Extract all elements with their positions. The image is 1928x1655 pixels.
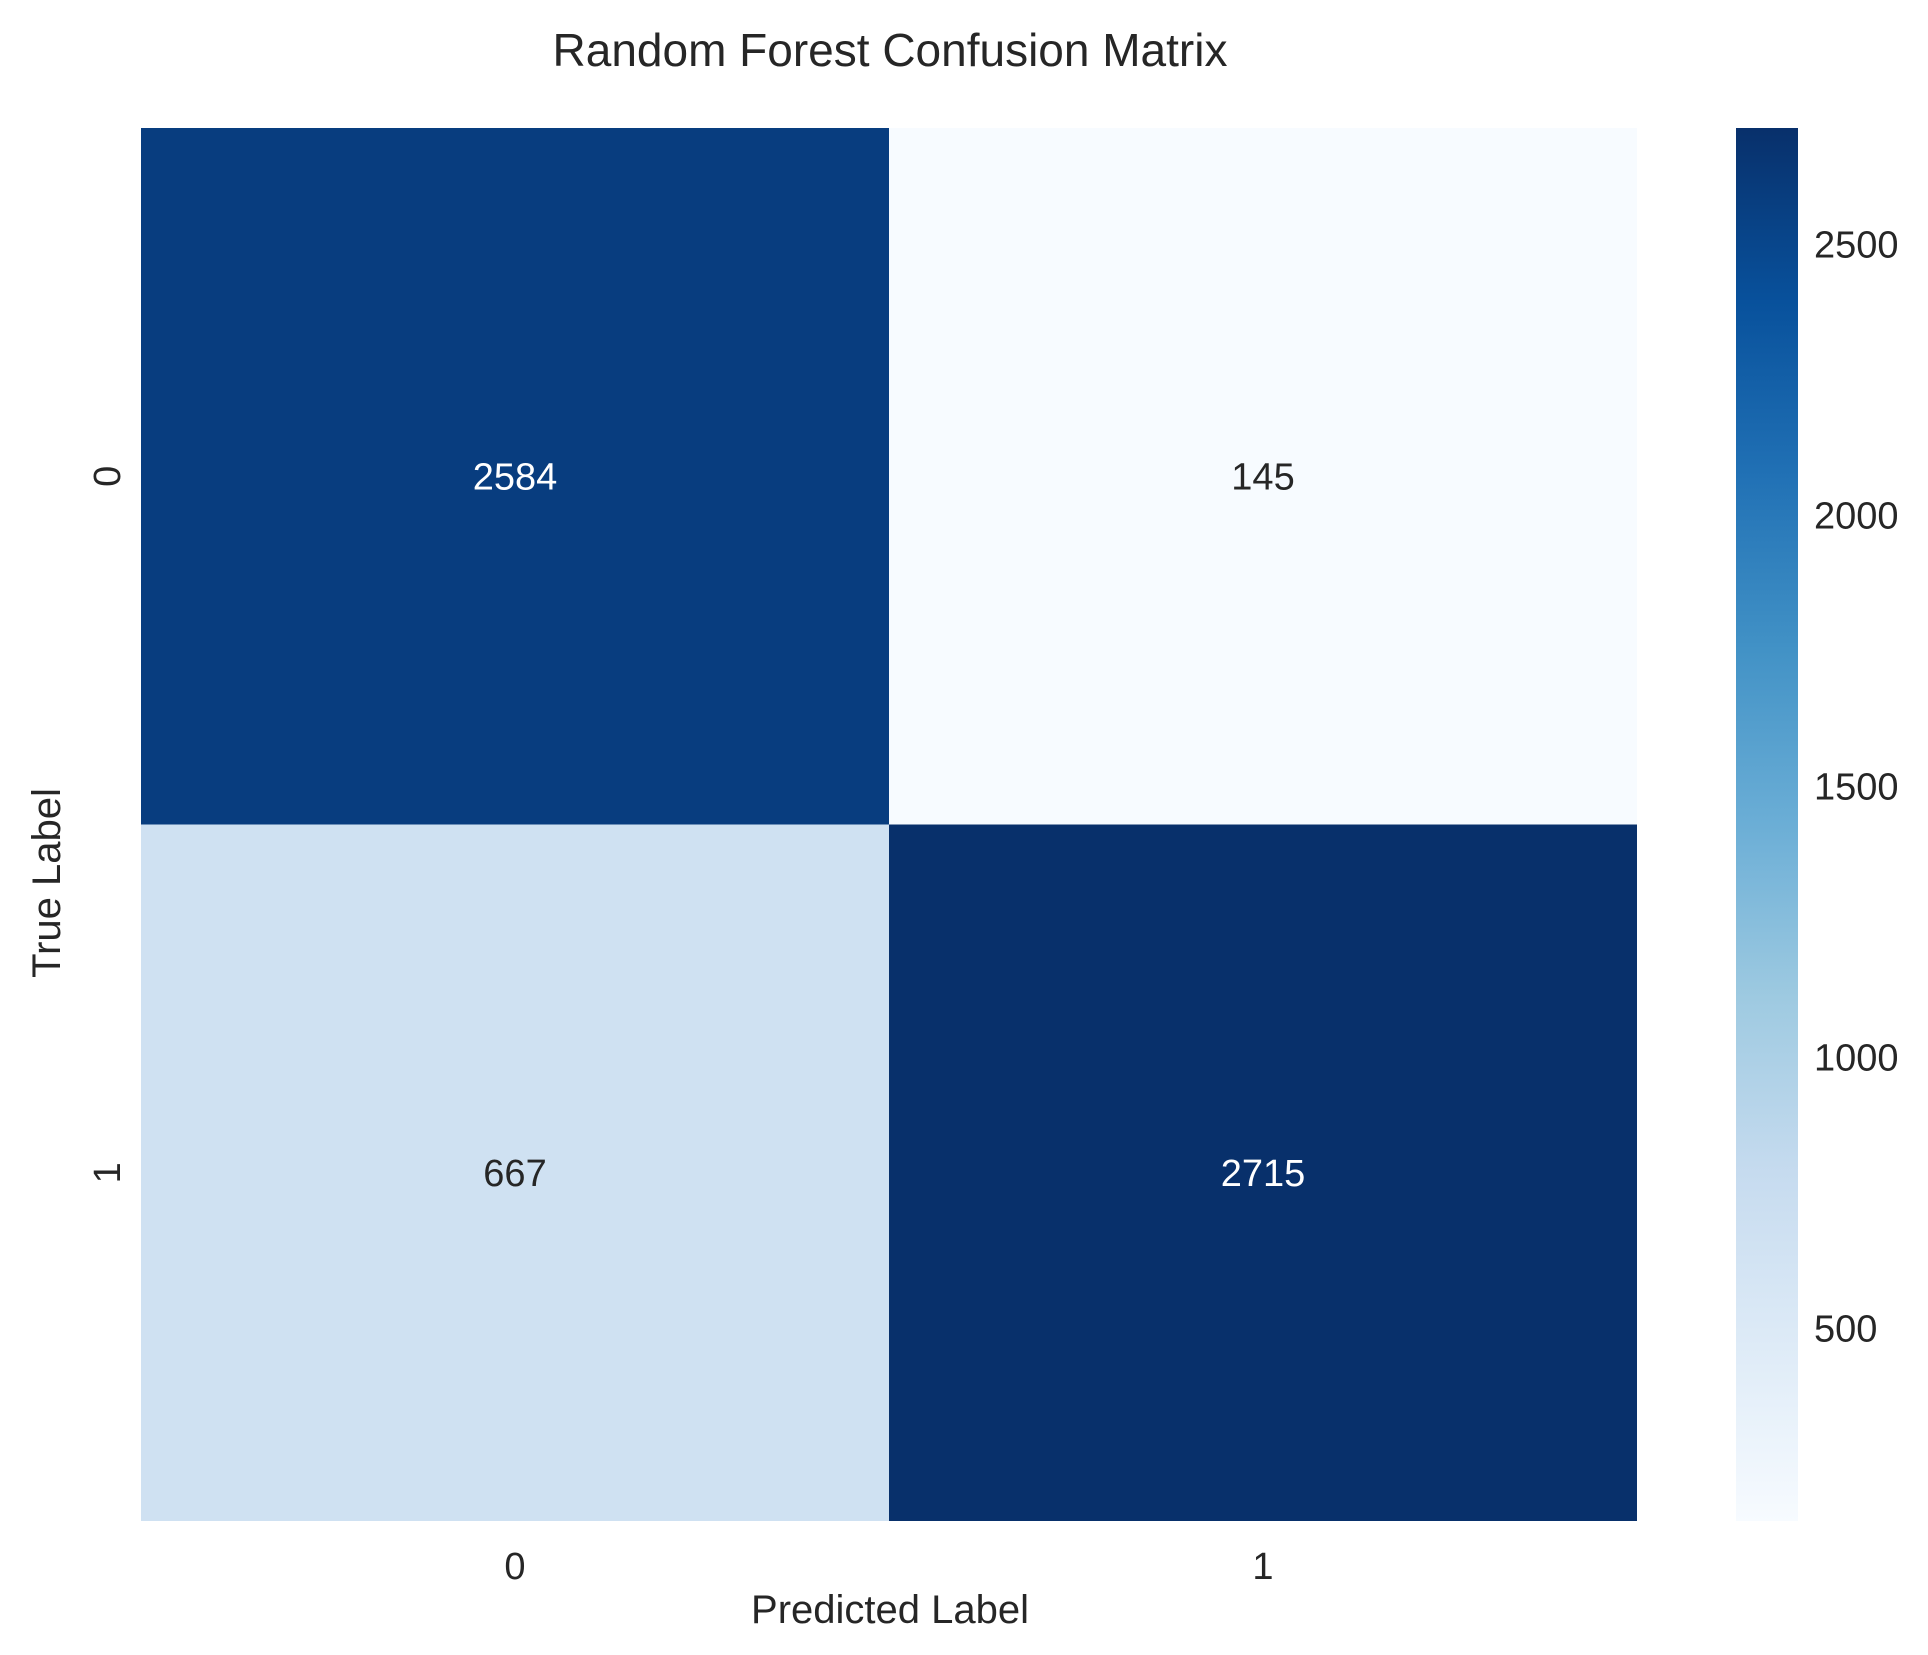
y-tick-label-1: 1 [87,1162,129,1183]
heatmap-cell-1-0 [141,824,889,1521]
x-tick-label-1: 1 [1252,1546,1273,1588]
colorbar-tick-label-1500: 1500 [1814,767,1899,809]
heatmap-grid: 2584 145 667 2715 [141,128,1637,1521]
colorbar-tick-label-2000: 2000 [1814,496,1899,538]
y-tick-label-0: 0 [87,466,129,487]
x-axis-label: Predicted Label [751,1588,1029,1632]
cell-value-label-1-0: 667 [483,1153,546,1195]
colorbar [1736,128,1798,1521]
colorbar-ticks: 500 1000 1500 2000 2500 [1814,225,1899,1351]
cell-value-label-0-1: 145 [1231,456,1294,498]
heatmap-cell-0-1 [889,128,1637,825]
x-tick-label-0: 0 [504,1546,525,1588]
y-axis-label: True Label [25,788,69,978]
heatmap-cell-0-0 [141,128,889,825]
colorbar-tick-label-500: 500 [1814,1309,1877,1351]
y-axis-ticks: 01 [87,466,129,1184]
heatmap-cell-1-1 [889,824,1637,1521]
colorbar-tick-label-2500: 2500 [1814,225,1899,267]
chart-title: Random Forest Confusion Matrix [553,24,1228,76]
colorbar-tick-label-1000: 1000 [1814,1038,1899,1080]
cell-value-label-1-1: 2715 [1221,1153,1306,1195]
cell-value-label-0-0: 2584 [473,456,558,498]
